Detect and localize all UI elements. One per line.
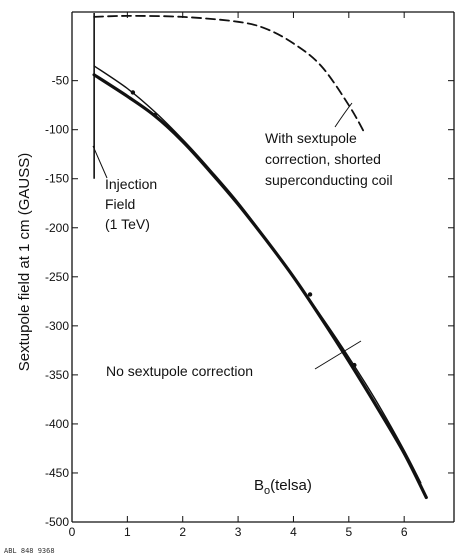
dashed-annotation-line-2: correction, shorted	[265, 151, 381, 167]
injection-annotation-line-2: Field	[105, 196, 135, 212]
y-tick-label: -500	[45, 515, 69, 529]
data-point	[130, 90, 136, 95]
x-tick-label: 5	[345, 525, 352, 539]
y-axis-label: Sextupole field at 1 cm (GAUSS)	[16, 153, 33, 371]
x-axis-ticks: 0 1 2 3 4 5 6	[69, 12, 408, 539]
y-tick-label: -450	[45, 466, 69, 480]
y-tick-label: -50	[52, 74, 70, 88]
x-tick-label: 4	[290, 525, 297, 539]
x-axis-label: Bo(telsa)	[254, 477, 312, 497]
y-tick-label: -400	[45, 417, 69, 431]
y-tick-label: -250	[45, 270, 69, 284]
uncorrected-annotation: No sextupole correction	[106, 363, 253, 379]
injection-annotation-leader	[92, 145, 108, 179]
series-line-1	[93, 15, 367, 136]
axes	[71, 11, 455, 523]
y-tick-label: -200	[45, 221, 69, 235]
dashed-annotation-line-1: With sextupole	[265, 130, 357, 146]
y-axis-ticks: -50 -100 -150 -200 -250 -300 -350 -400 -450 -500	[45, 74, 454, 529]
series-line-2	[93, 65, 422, 484]
series-line-3	[92, 73, 428, 500]
x-axis-label-subscript: o	[264, 485, 270, 497]
data-point	[152, 112, 158, 118]
series-group	[92, 13, 428, 500]
y-tick-label: -150	[45, 172, 69, 186]
injection-annotation-line-1: Injection	[105, 176, 157, 192]
y-tick-label: -300	[45, 319, 69, 333]
x-tick-label: 6	[401, 525, 408, 539]
x-tick-label: 3	[235, 525, 242, 539]
y-tick-label: -100	[45, 123, 69, 137]
dashed-annotation-leader	[334, 102, 353, 128]
x-axis-label-symbol: B	[254, 477, 264, 494]
x-tick-label: 0	[69, 525, 76, 539]
y-tick-label: -350	[45, 368, 69, 382]
data-point	[307, 292, 313, 297]
data-point	[352, 362, 357, 368]
x-tick-label: 2	[179, 525, 186, 539]
dashed-annotation-line-3: superconducting coil	[265, 172, 393, 188]
x-tick-label: 1	[124, 525, 131, 539]
uncorrected-annotation-leader	[314, 340, 362, 370]
injection-annotation-line-3: (1 TeV)	[105, 216, 150, 232]
x-axis-label-unit: (telsa)	[270, 477, 312, 494]
figure-code: ABL 848 9368	[4, 547, 55, 555]
